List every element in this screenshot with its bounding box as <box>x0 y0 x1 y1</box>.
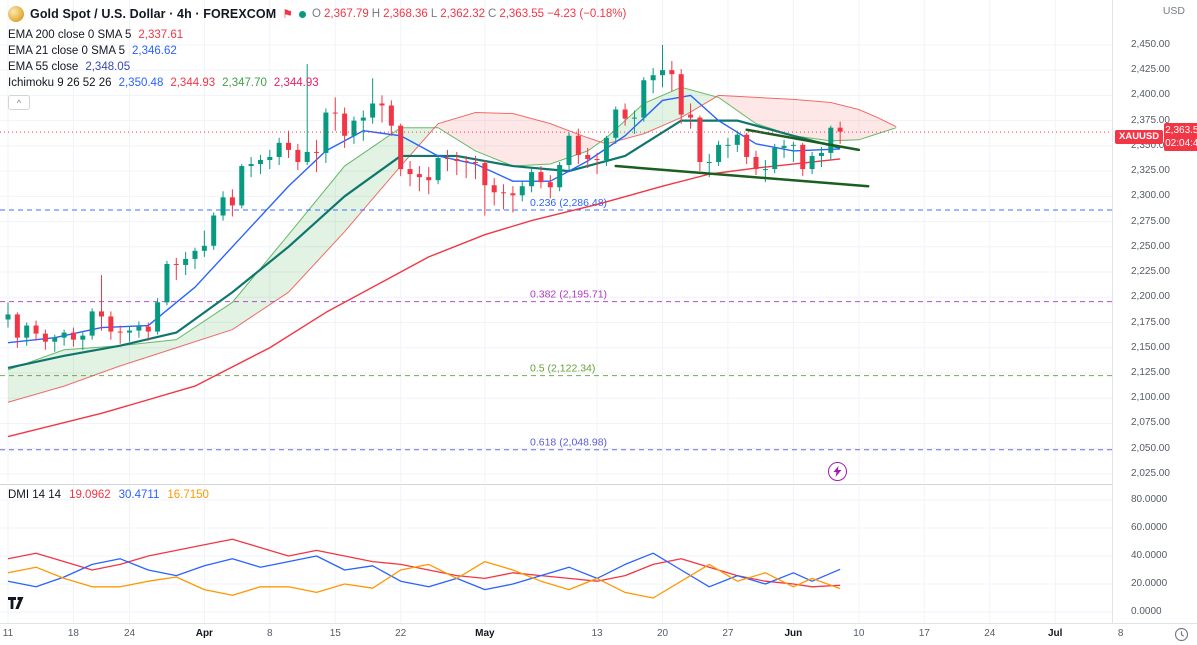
dmi-pane-canvas[interactable] <box>0 486 1112 623</box>
price-tick-label: 2,025.00 <box>1131 467 1170 479</box>
legend-collapse-button[interactable]: ^ <box>8 95 30 110</box>
open-label: O <box>312 8 321 20</box>
dmi-tick-label: 80.0000 <box>1131 494 1168 505</box>
price-tick-label: 2,300.00 <box>1131 190 1170 202</box>
events-lightning-icon[interactable] <box>828 462 847 481</box>
last-price-box: 2,363.55 02:04:48 <box>1164 123 1197 151</box>
tradingview-logo <box>8 596 26 615</box>
lightning-bolt-glyph <box>833 466 842 477</box>
price-tick-label: 2,400.00 <box>1131 89 1170 101</box>
price-tick-label: 2,075.00 <box>1131 417 1170 429</box>
chart-legend: Gold Spot / U.S. Dollar · 4h · FOREXCOM … <box>8 5 626 110</box>
price-tick-label: 2,325.00 <box>1131 165 1170 177</box>
svg-text:0.382 (2,195.71): 0.382 (2,195.71) <box>530 289 607 301</box>
price-tick-label: 2,050.00 <box>1131 442 1170 454</box>
indicator-value: 2,350.48 <box>118 77 164 89</box>
time-tick-label: 11 <box>2 628 14 639</box>
low-label: L <box>430 8 438 20</box>
high-value: 2,368.36 <box>383 8 428 20</box>
last-price-tag: XAUUSD 2,363.55 02:04:48 <box>1115 123 1197 151</box>
symbol-pill: XAUUSD <box>1115 130 1164 144</box>
price-tick-label: 2,425.00 <box>1131 64 1170 76</box>
bar-countdown: 02:04:48 <box>1165 138 1197 149</box>
indicator-name: EMA 55 close <box>8 61 79 73</box>
time-tick-label: 20 <box>656 628 669 639</box>
indicator-name: Ichimoku 9 26 52 26 <box>8 77 112 89</box>
last-price-value: 2,363.55 <box>1165 125 1197 136</box>
time-scale[interactable]: 11 18 24 Apr 8 15 22 May 13 20 27 Jun 10 17 24 Jul 8 <box>0 623 1197 645</box>
price-tick-label: 2,375.00 <box>1131 114 1170 126</box>
price-tick-label: 2,225.00 <box>1131 266 1170 278</box>
indicator-value: 19.0962 <box>69 489 111 501</box>
price-scale[interactable]: USD XAUUSD 2,363.55 02:04:48 2,450.00 2,4… <box>1112 0 1197 623</box>
high-label: H <box>371 8 381 20</box>
ohlc-readout: O 2,367.79 H 2,368.36 L 2,362.32 C 2,363.55 … <box>312 8 626 20</box>
legend-row-ema21[interactable]: EMA 21 close 0 SMA 5 2,346.62 <box>8 43 626 59</box>
dmi-tick-label: 20.0000 <box>1131 578 1168 589</box>
price-pane-canvas[interactable]: 0.236 (2,286.48) 0.382 (2,195.71) 0.5 (2,1… <box>0 0 1112 483</box>
time-tick-label: 15 <box>329 628 341 639</box>
time-tick-label: 27 <box>722 628 734 639</box>
time-tick-label: 22 <box>395 628 407 639</box>
dmi-tick-label: 0.0000 <box>1131 606 1162 617</box>
close-label: C <box>488 8 497 20</box>
indicator-value: 2,337.61 <box>138 29 184 41</box>
price-tick-label: 2,350.00 <box>1131 139 1170 151</box>
price-tick-label: 2,250.00 <box>1131 240 1170 252</box>
price-tick-label: 2,175.00 <box>1131 316 1170 328</box>
indicator-value: 2,344.93 <box>273 77 319 89</box>
price-tick-label: 2,275.00 <box>1131 215 1170 227</box>
symbol-title[interactable]: Gold Spot / U.S. Dollar · 4h · FOREXCOM <box>30 7 277 21</box>
time-tick-label: 24 <box>123 628 136 639</box>
time-tick-label: 17 <box>918 628 930 639</box>
legend-row-dmi[interactable]: DMI 14 14 19.0962 30.4711 16.7150 <box>8 489 209 501</box>
time-tick-label: 13 <box>591 628 603 639</box>
legend-row-ema200[interactable]: EMA 200 close 0 SMA 5 2,337.61 <box>8 27 626 43</box>
price-tick-label: 2,125.00 <box>1131 366 1170 378</box>
indicator-value: 2,346.62 <box>131 45 177 57</box>
time-tick-label: Jun <box>784 628 803 639</box>
price-tick-label: 2,450.00 <box>1131 38 1170 50</box>
time-tick-label: May <box>475 628 495 639</box>
low-value: 2,362.32 <box>440 8 485 20</box>
svg-text:0.5 (2,122.34): 0.5 (2,122.34) <box>530 363 595 375</box>
dmi-tick-label: 60.0000 <box>1131 522 1168 533</box>
currency-label[interactable]: USD <box>1162 5 1185 17</box>
market-status-dot <box>299 10 307 18</box>
time-tick-label: 18 <box>67 628 79 639</box>
chart-plot-area[interactable]: 0.236 (2,286.48) 0.382 (2,195.71) 0.5 (2,1… <box>0 0 1112 623</box>
legend-row-ema55[interactable]: EMA 55 close 2,348.05 <box>8 59 626 75</box>
pane-divider[interactable] <box>0 484 1197 485</box>
time-tick-label: 10 <box>853 628 865 639</box>
price-tick-label: 2,100.00 <box>1131 392 1170 404</box>
indicator-name: EMA 21 close 0 SMA 5 <box>8 45 125 57</box>
indicator-value: 2,348.05 <box>85 61 131 73</box>
time-tick-label: Jul <box>1047 628 1063 639</box>
open-value: 2,367.79 <box>323 8 369 20</box>
dmi-tick-label: 40.0000 <box>1131 550 1168 561</box>
legend-row-ichimoku[interactable]: Ichimoku 9 26 52 26 2,350.48 2,344.93 2,… <box>8 75 626 91</box>
close-value: 2,363.55 <box>499 8 545 20</box>
gold-symbol-icon <box>8 6 24 22</box>
clock-icon[interactable] <box>1174 627 1189 642</box>
change-value: −4.23 (−0.18%) <box>547 8 627 20</box>
time-tick-label: 8 <box>267 628 273 639</box>
indicator-name: DMI 14 14 <box>8 489 62 501</box>
indicator-name: EMA 200 close 0 SMA 5 <box>8 29 132 41</box>
svg-text:0.236 (2,286.48): 0.236 (2,286.48) <box>530 197 607 209</box>
indicator-value: 2,347.70 <box>222 77 267 89</box>
symbol-header-row[interactable]: Gold Spot / U.S. Dollar · 4h · FOREXCOM … <box>8 5 626 23</box>
time-tick-label: 8 <box>1117 628 1124 639</box>
price-tick-label: 2,200.00 <box>1131 291 1170 303</box>
svg-text:0.618 (2,048.98): 0.618 (2,048.98) <box>530 437 607 449</box>
indicator-value: 16.7150 <box>167 489 209 501</box>
flag-icon[interactable]: ⚑ <box>282 7 294 21</box>
time-tick-label: Apr <box>195 628 213 639</box>
indicator-value: 30.4711 <box>118 489 160 501</box>
price-tick-label: 2,150.00 <box>1131 341 1170 353</box>
time-tick-label: 24 <box>984 628 996 639</box>
indicator-value: 2,344.93 <box>170 77 216 89</box>
